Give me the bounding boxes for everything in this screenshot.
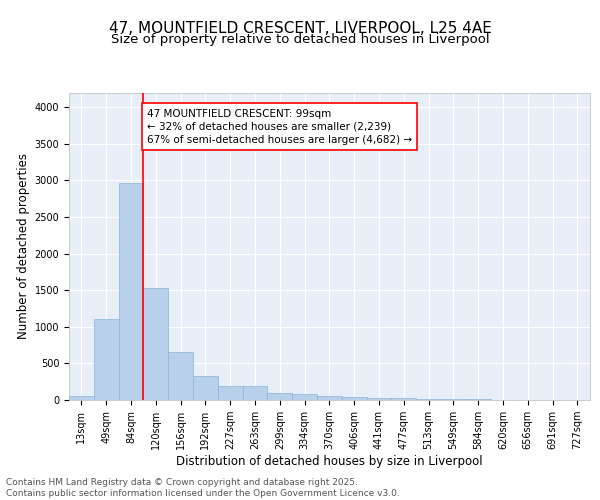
Bar: [193, 376, 218, 400]
Bar: [317, 396, 342, 400]
Bar: [367, 398, 391, 400]
Bar: [416, 398, 441, 400]
Text: Contains HM Land Registry data © Crown copyright and database right 2025.
Contai: Contains HM Land Registry data © Crown c…: [6, 478, 400, 498]
Bar: [268, 394, 292, 400]
Text: 47 MOUNTFIELD CRESCENT: 99sqm
← 32% of detached houses are smaller (2,239)
67% o: 47 MOUNTFIELD CRESCENT: 99sqm ← 32% of d…: [147, 108, 412, 145]
Bar: [218, 386, 242, 400]
X-axis label: Distribution of detached houses by size in Liverpool: Distribution of detached houses by size …: [176, 455, 483, 468]
Bar: [94, 318, 119, 400]
Bar: [292, 394, 317, 400]
Y-axis label: Number of detached properties: Number of detached properties: [17, 153, 31, 339]
Bar: [143, 288, 168, 400]
Bar: [242, 386, 268, 400]
Text: Size of property relative to detached houses in Liverpool: Size of property relative to detached ho…: [110, 34, 490, 46]
Bar: [168, 352, 193, 400]
Bar: [69, 396, 94, 400]
Bar: [391, 398, 416, 400]
Text: 47, MOUNTFIELD CRESCENT, LIVERPOOL, L25 4AE: 47, MOUNTFIELD CRESCENT, LIVERPOOL, L25 …: [109, 21, 491, 36]
Bar: [119, 182, 143, 400]
Bar: [342, 396, 367, 400]
